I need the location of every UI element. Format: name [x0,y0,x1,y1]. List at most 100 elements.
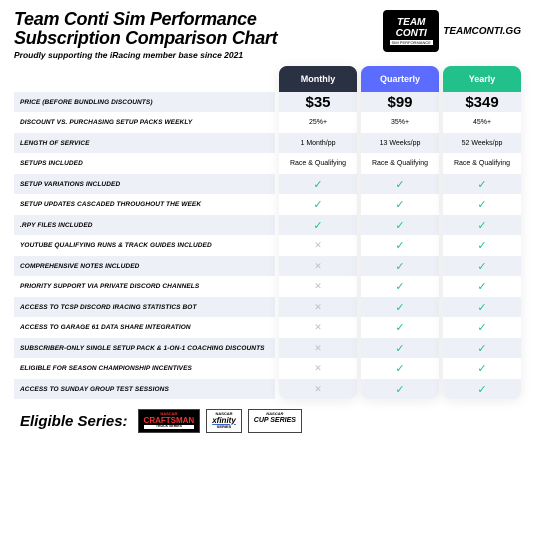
plan-cell: ✕ [279,256,357,277]
check-icon: ✓ [477,260,486,273]
feature-label: YouTube Qualifying Runs & Track Guides I… [14,235,275,256]
check-icon: ✓ [477,178,486,191]
header: Team Conti Sim Performance Subscription … [14,10,521,60]
plan-cell: 52 Weeks/pp [443,133,521,154]
title-line1: Team Conti Sim Performance [14,10,383,29]
plan-cell: $349 [443,92,521,113]
plan-header: Quarterly [361,66,439,92]
series-badge-cup: NASCARCUP SERIES [248,409,302,433]
plan-cell: ✓ [361,276,439,297]
plan-cell: ✓ [443,174,521,195]
plan-cell: ✓ [361,215,439,236]
check-icon: ✓ [477,280,486,293]
feature-label: .RPY Files Included [14,215,275,236]
check-icon: ✓ [395,362,404,375]
plan-cell: ✓ [361,317,439,338]
plan-cell: ✓ [361,338,439,359]
plan-cell: Race & Qualifying [361,153,439,174]
check-icon: ✓ [477,301,486,314]
feature-column: Price (Before Bundling Discounts)Discoun… [14,66,275,400]
check-icon: ✓ [395,280,404,293]
title-line2: Subscription Comparison Chart [14,29,383,48]
plan-cell: 13 Weeks/pp [361,133,439,154]
cross-icon: ✕ [314,281,322,292]
plan-cell: Race & Qualifying [443,153,521,174]
cross-icon: ✕ [314,240,322,251]
series-badges: NASCARCRAFTSMANTRUCK SERIESNASCARxfinity… [138,409,302,433]
feature-label: Setup Updates Cascaded Throughout the We… [14,194,275,215]
check-icon: ✓ [395,260,404,273]
feature-label: Eligible for Season Championship Incenti… [14,358,275,379]
feature-label: Comprehensive Notes Included [14,256,275,277]
series-badge-xfinity: NASCARxfinitySERIES [206,409,242,433]
plan-cell: ✓ [443,379,521,400]
cross-icon: ✕ [314,302,322,313]
plan-cell: ✓ [279,174,357,195]
plan-header: Yearly [443,66,521,92]
check-icon: ✓ [477,239,486,252]
check-icon: ✓ [477,321,486,334]
check-icon: ✓ [395,239,404,252]
check-icon: ✓ [477,383,486,396]
series-badge-craftsman: NASCARCRAFTSMANTRUCK SERIES [138,409,201,433]
feature-label: Priority Support via Private Discord Cha… [14,276,275,297]
feature-label: Length of Service [14,133,275,154]
plan-cell: ✓ [361,379,439,400]
cross-icon: ✕ [314,261,322,272]
plan-cell: ✓ [361,235,439,256]
plan-cell: ✕ [279,358,357,379]
check-icon: ✓ [313,219,322,232]
feature-label: Setup Variations Included [14,174,275,195]
feature-label: Access to Garage 61 Data Share Integrati… [14,317,275,338]
title-block: Team Conti Sim Performance Subscription … [14,10,383,60]
plan-cell: $99 [361,92,439,113]
plan-cell: ✓ [361,256,439,277]
plan-cell: ✕ [279,317,357,338]
check-icon: ✓ [313,178,322,191]
check-icon: ✓ [395,178,404,191]
plan-column-yearly: Yearly$34945%+52 Weeks/ppRace & Qualifyi… [443,66,521,400]
plan-cell: ✕ [279,297,357,318]
plan-cell: ✕ [279,235,357,256]
check-icon: ✓ [395,321,404,334]
check-icon: ✓ [477,342,486,355]
plan-cell: ✓ [443,276,521,297]
eligible-label: Eligible Series: [20,413,128,430]
footer: Eligible Series: NASCARCRAFTSMANTRUCK SE… [14,409,521,433]
check-icon: ✓ [395,301,404,314]
plan-column-monthly: Monthly$3525%+1 Month/ppRace & Qualifyin… [279,66,357,400]
plan-cell: ✓ [361,194,439,215]
feature-label: Price (Before Bundling Discounts) [14,92,275,113]
plan-cell: ✕ [279,338,357,359]
plan-cell: $35 [279,92,357,113]
plan-cell: ✓ [443,194,521,215]
check-icon: ✓ [395,342,404,355]
feature-label: Access to Sunday Group Test Sessions [14,379,275,400]
plan-cell: ✓ [443,297,521,318]
plan-cell: ✓ [443,338,521,359]
check-icon: ✓ [395,219,404,232]
plan-cell: ✓ [443,215,521,236]
site-url: TEAMCONTI.GG [443,26,521,37]
cross-icon: ✕ [314,322,322,333]
feature-label: Discount vs. Purchasing Setup Packs Week… [14,112,275,133]
subtitle: Proudly supporting the iRacing member ba… [14,50,383,60]
plan-cell: 45%+ [443,112,521,133]
plan-cell: 25%+ [279,112,357,133]
feature-label: Setups Included [14,153,275,174]
plan-cell: 1 Month/pp [279,133,357,154]
cross-icon: ✕ [314,363,322,374]
plan-header: Monthly [279,66,357,92]
plan-cell: ✓ [443,358,521,379]
plan-column-quarterly: Quarterly$9935%+13 Weeks/ppRace & Qualif… [361,66,439,400]
plan-cell: ✓ [361,297,439,318]
check-icon: ✓ [395,383,404,396]
check-icon: ✓ [477,219,486,232]
check-icon: ✓ [477,198,486,211]
check-icon: ✓ [477,362,486,375]
plan-cell: ✓ [361,174,439,195]
cross-icon: ✕ [314,343,322,354]
plan-cell: ✓ [443,235,521,256]
feature-label: Access to TCSP Discord iRacing Statistic… [14,297,275,318]
logo-icon: TEAM CONTI SIM PERFORMANCE [383,10,439,52]
